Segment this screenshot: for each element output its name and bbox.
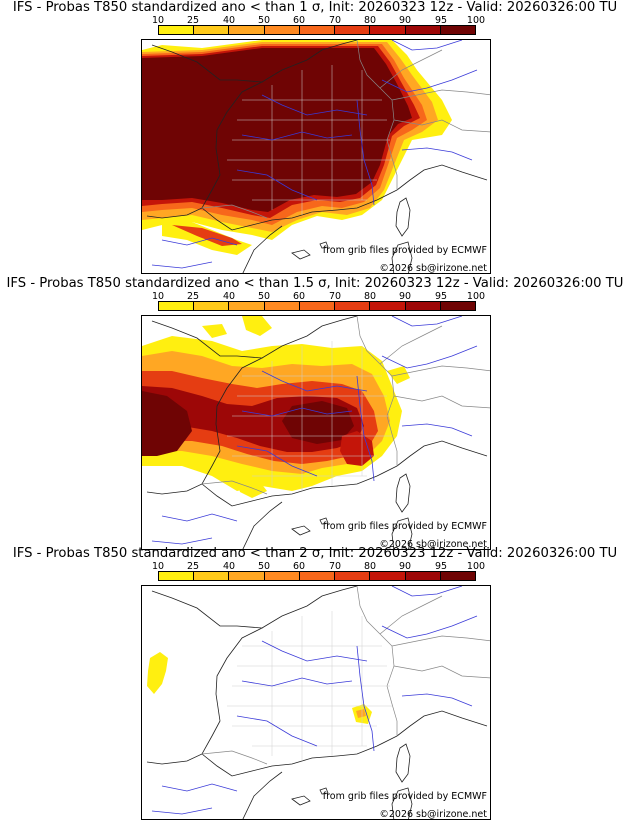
panel-1: IFS - Probas T850 standardized ano < tha… <box>0 0 630 276</box>
scale-tick: 50 <box>257 561 271 572</box>
scale-tick: 10 <box>151 291 165 302</box>
scale-swatch <box>264 572 300 580</box>
credit-source: from grib files provided by ECMWF <box>322 245 487 256</box>
map-layer <box>142 316 490 549</box>
scale-tick: 25 <box>186 561 200 572</box>
scale-swatch <box>264 302 300 310</box>
color-scale-bar <box>158 25 476 35</box>
scale-tick: 95 <box>434 291 448 302</box>
scale-tick: 40 <box>222 561 236 572</box>
scale-tick: 90 <box>398 291 412 302</box>
scale-tick: 50 <box>257 291 271 302</box>
color-scale-bar <box>158 571 476 581</box>
credit-copyright: ©2026 sb@irizone.net <box>379 539 487 550</box>
probability-map: from grib files provided by ECMWF ©2026 … <box>141 39 491 274</box>
color-scale-labels: 10 25 40 50 60 70 80 90 95 100 <box>141 291 491 302</box>
scale-swatch <box>335 572 371 580</box>
credit-source: from grib files provided by ECMWF <box>322 791 487 802</box>
credit-copyright: ©2026 sb@irizone.net <box>379 809 487 820</box>
scale-tick: 60 <box>292 15 306 26</box>
scale-tick: 10 <box>151 15 165 26</box>
scale-swatch <box>159 302 195 310</box>
scale-swatch <box>159 572 195 580</box>
panel-2: IFS - Probas T850 standardized ano < tha… <box>0 276 630 552</box>
scale-tick: 70 <box>328 15 342 26</box>
scale-tick: 60 <box>292 561 306 572</box>
scale-swatch <box>194 26 230 34</box>
credit-source: from grib files provided by ECMWF <box>322 521 487 532</box>
color-scale-bar <box>158 301 476 311</box>
scale-swatch <box>370 302 406 310</box>
scale-swatch <box>194 572 230 580</box>
scale-swatch <box>405 572 441 580</box>
scale-swatch <box>299 572 336 580</box>
scale-tick: 100 <box>466 15 486 26</box>
scale-tick: 100 <box>466 561 486 572</box>
scale-tick: 100 <box>466 291 486 302</box>
scale-swatch <box>264 26 300 34</box>
scale-swatch <box>405 26 441 34</box>
scale-tick: 25 <box>186 291 200 302</box>
credit-copyright: ©2026 sb@irizone.net <box>379 263 487 274</box>
panel-3: IFS - Probas T850 standardized ano < tha… <box>0 546 630 822</box>
scale-tick: 70 <box>328 561 342 572</box>
panel-title: IFS - Probas T850 standardized ano < tha… <box>12 0 618 15</box>
scale-swatch <box>440 302 475 310</box>
color-scale-labels: 10 25 40 50 60 70 80 90 95 100 <box>141 561 491 572</box>
scale-tick: 80 <box>363 15 377 26</box>
scale-swatch <box>229 26 265 34</box>
color-scale-labels: 10 25 40 50 60 70 80 90 95 100 <box>141 15 491 26</box>
map-layer <box>142 40 490 273</box>
scale-swatch <box>335 302 371 310</box>
scale-swatch <box>335 26 371 34</box>
scale-swatch <box>299 26 336 34</box>
scale-tick: 40 <box>222 291 236 302</box>
scale-swatch <box>440 26 475 34</box>
scale-tick: 60 <box>292 291 306 302</box>
scale-tick: 25 <box>186 15 200 26</box>
scale-swatch <box>229 572 265 580</box>
panel-title: IFS - Probas T850 standardized ano < tha… <box>6 276 624 291</box>
scale-tick: 95 <box>434 561 448 572</box>
scale-swatch <box>159 26 195 34</box>
scale-swatch <box>440 572 475 580</box>
scale-swatch <box>194 302 230 310</box>
scale-swatch <box>370 572 406 580</box>
probability-map: from grib files provided by ECMWF ©2026 … <box>141 315 491 550</box>
scale-swatch <box>405 302 441 310</box>
scale-tick: 70 <box>328 291 342 302</box>
scale-tick: 80 <box>363 561 377 572</box>
scale-swatch <box>370 26 406 34</box>
map-layer <box>146 586 490 819</box>
scale-tick: 90 <box>398 15 412 26</box>
scale-tick: 90 <box>398 561 412 572</box>
panel-title: IFS - Probas T850 standardized ano < tha… <box>12 546 618 561</box>
scale-tick: 50 <box>257 15 271 26</box>
scale-tick: 40 <box>222 15 236 26</box>
scale-tick: 10 <box>151 561 165 572</box>
scale-tick: 95 <box>434 15 448 26</box>
probability-map: from grib files provided by ECMWF ©2026 … <box>141 585 491 820</box>
scale-swatch <box>229 302 265 310</box>
scale-tick: 80 <box>363 291 377 302</box>
scale-swatch <box>299 302 336 310</box>
